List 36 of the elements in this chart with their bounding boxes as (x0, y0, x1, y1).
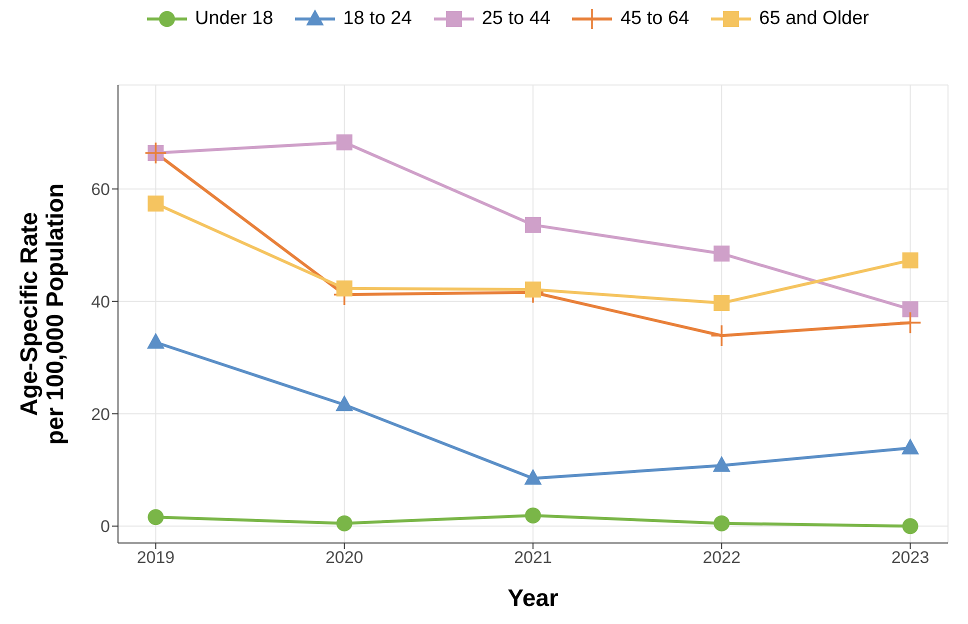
legend-label: 18 to 24 (343, 8, 412, 30)
point (524, 468, 542, 485)
legend-label: 65 and Older (759, 8, 870, 30)
point (711, 325, 732, 346)
y-tick-label: 0 (100, 517, 110, 536)
point (525, 282, 541, 298)
x-tick-label: 2021 (514, 548, 552, 568)
x-axis-title: Year (508, 585, 558, 612)
x-tick-label: 2020 (325, 548, 364, 568)
y-tick-label: 20 (91, 404, 110, 424)
x-tick-label: 2023 (891, 548, 930, 568)
point (336, 515, 352, 532)
point (902, 518, 918, 534)
point (902, 252, 918, 268)
y-tick-label: 40 (91, 292, 110, 312)
legend-label: 25 to 44 (482, 8, 550, 30)
point (525, 507, 541, 524)
point (336, 395, 354, 412)
point (146, 332, 165, 349)
point (525, 216, 541, 233)
y-axis-title: Age-Specific Rate per 100,000 Population (16, 183, 69, 445)
point (148, 196, 164, 212)
x-tick-label: 2022 (702, 548, 741, 568)
point (336, 134, 352, 150)
y-tick-label: 60 (91, 180, 110, 199)
point (714, 246, 730, 262)
legend-label: Under 18 (194, 8, 274, 30)
point (336, 280, 352, 296)
point (901, 438, 920, 454)
point (712, 456, 730, 472)
point (714, 295, 730, 312)
legend-label: 45 to 64 (620, 8, 690, 30)
point (902, 301, 918, 318)
x-tick-label: 2019 (136, 548, 175, 568)
point (714, 515, 730, 532)
point (148, 509, 164, 526)
